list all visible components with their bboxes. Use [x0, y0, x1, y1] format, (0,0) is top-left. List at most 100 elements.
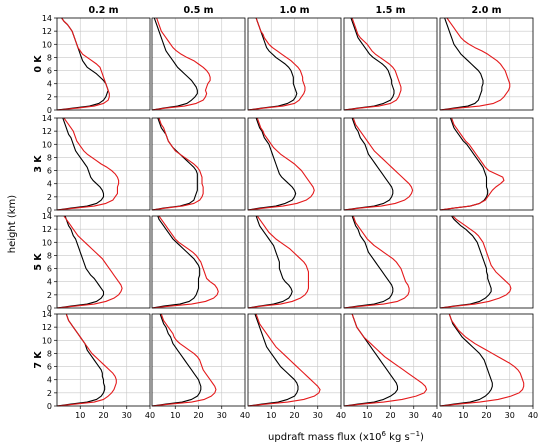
series-line-red: [247, 117, 315, 211]
y-tick-label: 10: [42, 140, 52, 149]
x-tick-label: 40: [432, 411, 442, 420]
panel-r2-c2: [247, 215, 342, 309]
series-line-black: [343, 215, 394, 309]
panel-r3-c1: 10 20 30 40: [151, 313, 250, 420]
panel-r3-c4: 10 20 30 40: [439, 313, 538, 420]
y-tick-label: 0: [47, 402, 52, 411]
panel-frame: [343, 215, 438, 309]
panel-r1-c2: [247, 117, 342, 211]
y-tick-label: 8: [47, 153, 52, 162]
y-tick-label: 6: [47, 363, 52, 372]
series-line-black: [151, 117, 198, 211]
column-title-4: 2.0 m: [471, 5, 501, 16]
panel-r3-c3: 10 20 30 40: [343, 313, 442, 420]
series-line-red: [247, 313, 321, 407]
panel-r1-c0: 0 2 4 6 8 10 12 14: [42, 114, 151, 215]
y-tick-label: 10: [42, 336, 52, 345]
series-line-red: [56, 313, 117, 407]
y-tick-label: 4: [47, 376, 52, 385]
series-line-red: [151, 117, 204, 211]
x-tick-label: 20: [98, 411, 108, 420]
panel-frame: [247, 117, 342, 211]
column-title-0: 0.2 m: [88, 5, 118, 16]
y-tick-label: 2: [47, 193, 52, 202]
row-title-0: 0 K: [33, 55, 44, 73]
series-line-red: [56, 117, 120, 211]
x-tick-label: 40: [145, 411, 155, 420]
y-tick-label: 10: [42, 238, 52, 247]
panel-r0-c3: [343, 17, 438, 111]
x-tick-label: 40: [528, 411, 538, 420]
panel-frame: [343, 17, 438, 111]
panel-r1-c3: [343, 117, 438, 211]
series-line-black: [247, 313, 299, 407]
series-line-black: [56, 313, 106, 407]
series-line-red: [56, 17, 110, 111]
x-tick-label: 20: [289, 411, 299, 420]
row-titles: 0 K 3 K 5 K 7 K: [33, 55, 44, 369]
panel-frame: [56, 215, 151, 309]
y-tick-label: 12: [42, 127, 52, 136]
series-line-red: [439, 215, 512, 309]
y-tick-label: 4: [47, 180, 52, 189]
series-line-red: [247, 215, 310, 309]
x-tick-label: 40: [336, 411, 346, 420]
row-title-2: 5 K: [33, 253, 44, 271]
x-tick-label: 40: [240, 411, 250, 420]
series-line-black: [439, 117, 489, 211]
series-line-black: [343, 17, 395, 111]
y-axis-label: height (km): [7, 195, 18, 253]
x-tick-label: 30: [409, 411, 419, 420]
y-tick-label: 8: [47, 53, 52, 62]
panel-frame: [439, 215, 534, 309]
column-title-1: 0.5 m: [183, 5, 213, 16]
y-tick-label: 10: [42, 40, 52, 49]
x-tick-label: 30: [122, 411, 132, 420]
series-line-red: [343, 215, 410, 309]
panel-r1-c1: [151, 117, 246, 211]
y-tick-label: 12: [42, 225, 52, 234]
x-tick-label: 20: [481, 411, 491, 420]
x-tick-label: 30: [505, 411, 515, 420]
panel-frame: [247, 215, 342, 309]
series-line-black: [343, 117, 394, 211]
series-line-black: [247, 17, 298, 111]
y-tick-label: 6: [47, 67, 52, 76]
panel-frame: [56, 117, 151, 211]
column-title-2: 1.0 m: [279, 5, 309, 16]
panel-r0-c2: [247, 17, 342, 111]
panel-r0-c1: [151, 17, 246, 111]
y-tick-label: 0: [47, 106, 52, 115]
series-line-black: [151, 17, 198, 111]
series-line-red: [151, 215, 219, 309]
row-title-1: 3 K: [33, 155, 44, 173]
series-line-red: [439, 313, 525, 407]
panel-r1-c4: [439, 117, 534, 211]
x-tick-label: 30: [217, 411, 227, 420]
series-line-red: [56, 215, 123, 309]
row-title-3: 7 K: [33, 351, 44, 369]
y-tick-label: 4: [47, 278, 52, 287]
panel-frame: [247, 17, 342, 111]
x-tick-label: 10: [362, 411, 372, 420]
y-tick-label: 2: [47, 93, 52, 102]
series-line-black: [56, 117, 105, 211]
panel-r3-c0: 0 2 4 6 8 10 12 14 10 20 30 40: [42, 310, 155, 420]
y-tick-label: 14: [42, 310, 52, 319]
column-title-3: 1.5 m: [375, 5, 405, 16]
panel-r0-c0: 0 2 4 6 8 10 12 14: [42, 14, 151, 115]
y-tick-label: 14: [42, 212, 52, 221]
y-tick-label: 6: [47, 265, 52, 274]
y-tick-label: 12: [42, 27, 52, 36]
series-line-black: [247, 117, 297, 211]
panel-frame: [151, 117, 246, 211]
y-tick-label: 0: [47, 304, 52, 313]
x-tick-label: 10: [170, 411, 180, 420]
series-line-black: [151, 215, 201, 309]
x-tick-label: 30: [313, 411, 323, 420]
series-line-red: [343, 313, 428, 407]
panel-r2-c0: 0 2 4 6 8 10 12 14: [42, 212, 151, 313]
y-tick-label: 2: [47, 291, 52, 300]
panel-frame: [151, 17, 246, 111]
series-line-black: [56, 215, 105, 309]
